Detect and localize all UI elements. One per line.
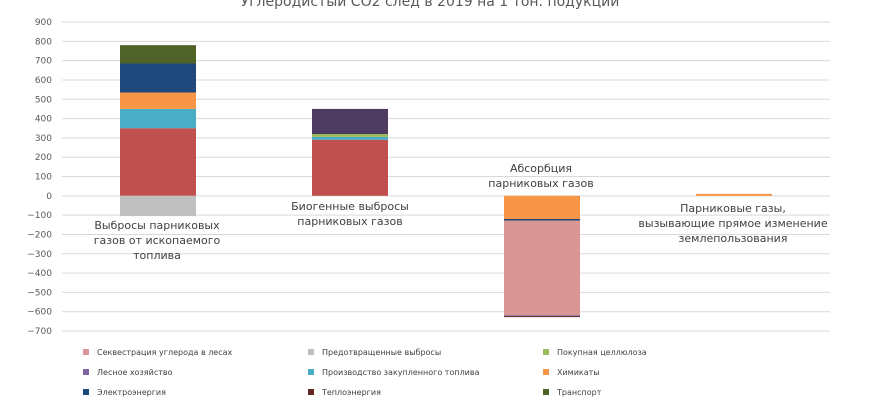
- bar-segment: [312, 136, 388, 140]
- bar-segment: [504, 220, 580, 316]
- y-tick-label: 0: [46, 192, 52, 202]
- category-label: парниковых газов: [297, 215, 402, 228]
- bar-segment: [696, 193, 772, 196]
- y-tick-label: 900: [35, 18, 52, 28]
- legend-label: Предотвращенные выбросы: [322, 348, 441, 357]
- bar-segment: [504, 316, 580, 318]
- legend-swatch: [543, 389, 549, 395]
- legend-label: Транспорт: [556, 388, 602, 397]
- y-tick-label: −600: [27, 308, 52, 318]
- bar-segment: [504, 218, 580, 221]
- legend-label: Электроэнергия: [97, 388, 166, 397]
- bar-segment: [120, 45, 196, 64]
- legend-swatch: [83, 349, 89, 355]
- legend-swatch: [543, 349, 549, 355]
- legend-swatch: [83, 389, 89, 395]
- y-tick-label: 800: [35, 37, 52, 47]
- category-label: парниковых газов: [488, 177, 593, 190]
- y-tick-label: 100: [35, 173, 52, 183]
- y-tick-label: 400: [35, 115, 52, 125]
- bar-segment: [312, 108, 388, 135]
- bars: [120, 45, 772, 318]
- legend-label: Лесное хозяйство: [97, 368, 173, 377]
- category-label: вызывающие прямое изменение: [638, 217, 827, 230]
- y-tick-label: −200: [27, 230, 52, 240]
- bar-segment: [120, 195, 196, 217]
- category-label: Выбросы парниковых: [94, 219, 220, 232]
- legend-swatch: [308, 369, 314, 375]
- y-tick-label: −400: [27, 269, 52, 279]
- y-tick-label: 200: [35, 153, 52, 163]
- y-axis-ticks: 900 800 700 600 500 400 300 200 100 0 −100 −200 −300…: [27, 18, 52, 337]
- legend-label: Производство закупленного топлива: [322, 368, 480, 377]
- legend-label: Химикаты: [557, 368, 600, 377]
- category-label: землепользования: [679, 232, 788, 245]
- legend-swatch: [83, 369, 89, 375]
- y-tick-label: −700: [27, 327, 52, 337]
- y-tick-label: 700: [35, 57, 52, 67]
- y-tick-label: −500: [27, 288, 52, 298]
- legend-label: Покупная целлюлоза: [557, 348, 647, 357]
- bar-segment: [312, 139, 388, 196]
- category-label: Парниковые газы,: [680, 202, 786, 215]
- category-labels: Выбросы парниковых газов от ископаемого то…: [94, 162, 828, 262]
- bar-segment: [120, 92, 196, 109]
- category-label: газов от ископаемого: [94, 234, 221, 247]
- legend-swatch: [308, 389, 314, 395]
- y-tick-label: −100: [27, 211, 52, 221]
- y-tick-label: −300: [27, 250, 52, 260]
- legend-swatch: [308, 349, 314, 355]
- category-label: топлива: [133, 249, 181, 262]
- y-tick-label: 600: [35, 76, 52, 86]
- y-tick-label: 500: [35, 95, 52, 105]
- legend-label: Теплоэнергия: [321, 388, 381, 397]
- category-label: Абсорбция: [510, 162, 572, 175]
- bar-segment: [504, 195, 580, 219]
- category-label: Биогенные выбросы: [291, 200, 409, 213]
- y-tick-label: 300: [35, 134, 52, 144]
- bar-segment: [120, 128, 196, 196]
- bar-segment: [504, 315, 580, 317]
- legend-swatch: [543, 369, 549, 375]
- bar-segment: [312, 134, 388, 137]
- bar-segment: [120, 63, 196, 93]
- legend: Секвестрация углерода в лесах Предотвраще…: [83, 348, 647, 397]
- bar-segment: [120, 108, 196, 129]
- legend-label: Секвестрация углерода в лесах: [97, 348, 233, 357]
- chart-title: Углеродистый CO2 след в 2019 на 1 тон. п…: [241, 0, 620, 10]
